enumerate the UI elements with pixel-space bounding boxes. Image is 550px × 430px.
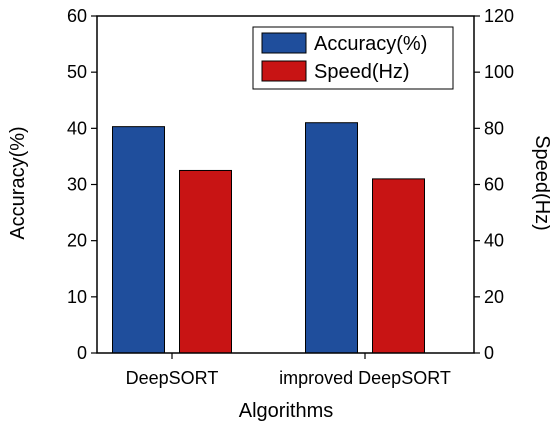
- y2-tick-label: 20: [484, 287, 504, 307]
- y-tick-label: 10: [67, 287, 87, 307]
- legend-swatch: [261, 60, 307, 82]
- legend-label: Accuracy(%): [314, 33, 427, 55]
- y-tick-label: 60: [67, 6, 87, 26]
- x-axis-title: Algorithms: [239, 400, 333, 422]
- y2-tick-label: 120: [484, 6, 514, 26]
- x-tick-label: improved DeepSORT: [279, 368, 451, 388]
- bar-speedhz-1: [179, 169, 232, 354]
- bar-accuracy-2: [305, 122, 358, 354]
- y-tick-label: 50: [67, 62, 87, 82]
- axes-layer: DeepSORT improved DeepSORT 0 10 20 30 40 50 60 0 2…: [67, 6, 514, 388]
- y2-axis-title: Speed(Hz): [531, 135, 550, 231]
- bars-layer: [112, 122, 425, 354]
- legend: Accuracy(%) Speed(Hz): [252, 26, 454, 90]
- y2-tick-label: 100: [484, 62, 514, 82]
- y-tick-label: 40: [67, 118, 87, 138]
- y-axis-title: Accuracy(%): [7, 126, 29, 239]
- legend-label: Speed(Hz): [314, 61, 410, 83]
- legend-swatch: [261, 32, 307, 54]
- y2-tick-label: 80: [484, 118, 504, 138]
- bar-accuracy-1: [112, 126, 165, 354]
- y-tick-label: 20: [67, 231, 87, 251]
- x-tick-label: DeepSORT: [126, 368, 219, 388]
- y2-tick-label: 0: [484, 343, 494, 363]
- y-tick-label: 30: [67, 175, 87, 195]
- y2-tick-label: 60: [484, 175, 504, 195]
- bar-speedhz-2: [372, 178, 425, 354]
- y-tick-label: 0: [77, 343, 87, 363]
- y2-tick-label: 40: [484, 231, 504, 251]
